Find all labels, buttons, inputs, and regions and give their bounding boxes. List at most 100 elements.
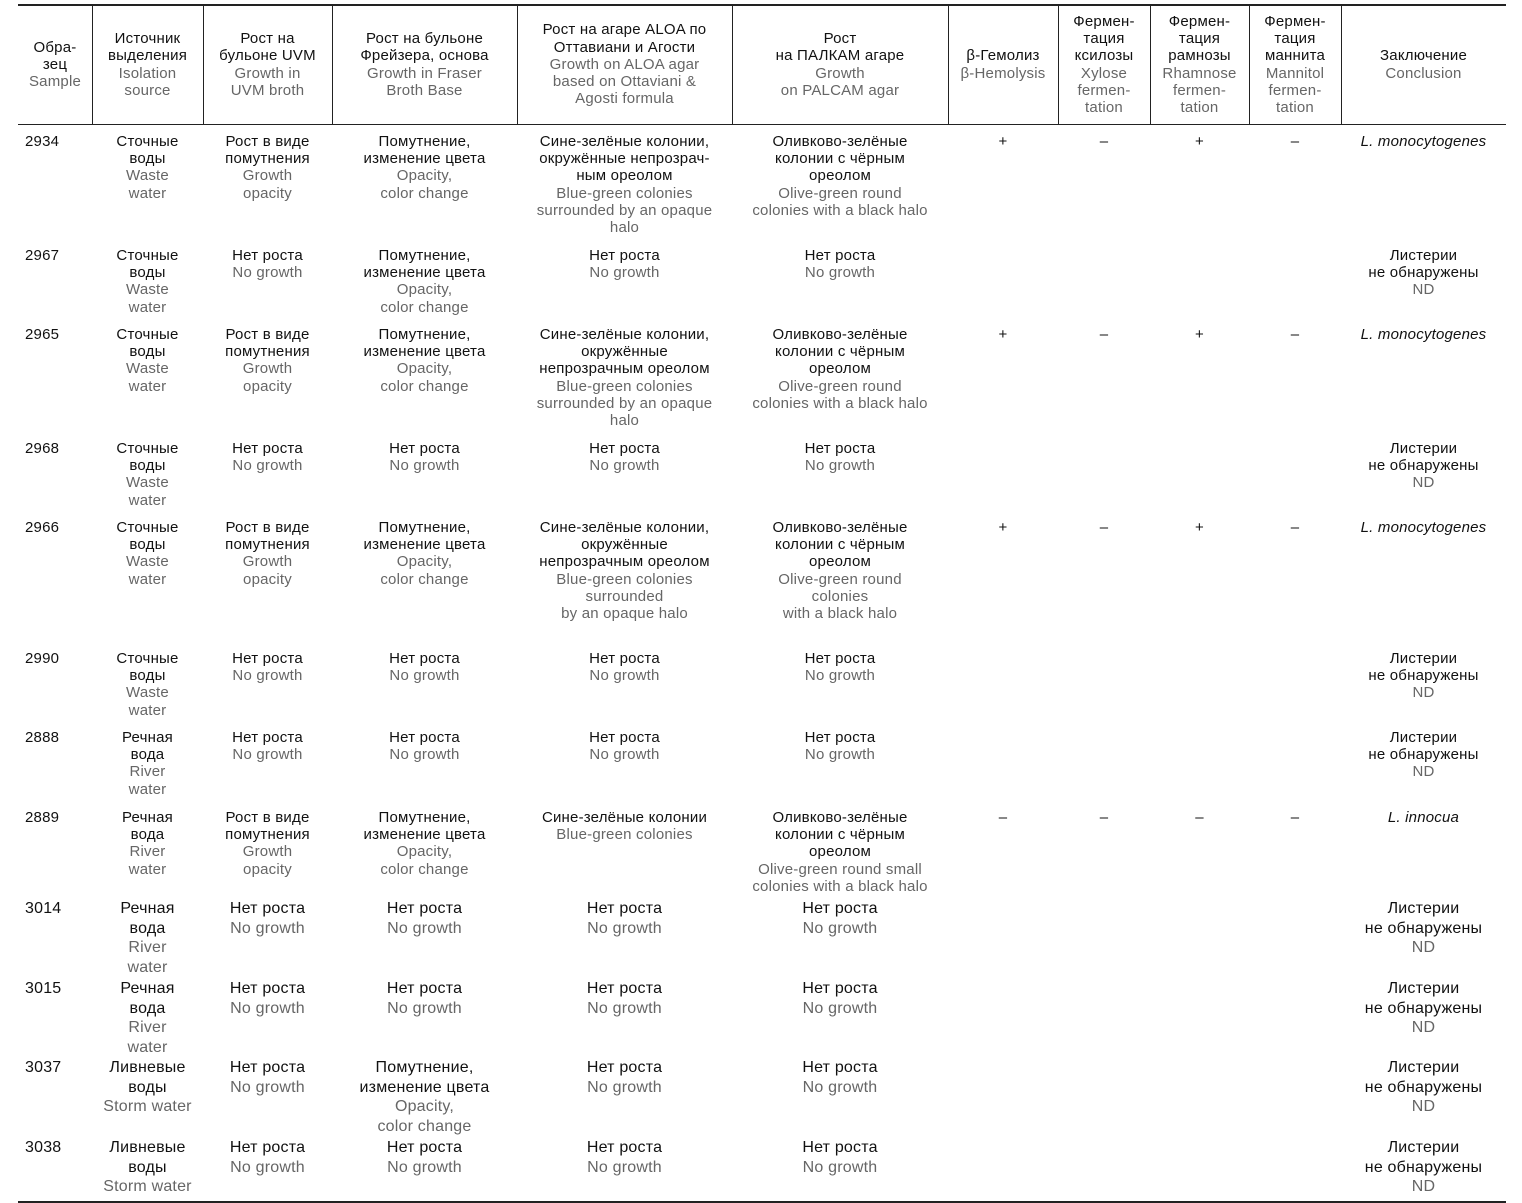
cell-xylose: – (1060, 519, 1148, 536)
cell-aloa-russian: Нет роста (589, 247, 660, 264)
cell-sample-russian: 3015 (25, 980, 62, 997)
cell-sample: 2990 (25, 650, 90, 667)
cell-fraser: Помутнение, изменение цвета Opacity, colo… (334, 519, 515, 588)
cell-fraser: Нет роста No growth (334, 899, 515, 938)
cell-conclusion: Листерии не обнаружены ND (1343, 440, 1504, 492)
cell-sample: 2934 (25, 133, 90, 150)
cell-conclusion: Листерии не обнаружены ND (1343, 1058, 1504, 1117)
cell-source-english: River water (128, 843, 167, 878)
cell-xylose: – (1060, 326, 1148, 343)
cell-palcam: Нет роста No growth (734, 440, 946, 474)
cell-fraser-english: Opacity, color change (380, 553, 469, 588)
cell-aloa-english: No growth (589, 264, 660, 282)
cell-mannitol-russian: – (1290, 809, 1300, 826)
cell-conclusion: L. monocytogenes (1343, 133, 1504, 150)
cell-source-russian: Речная вода (122, 729, 173, 764)
cell-source-russian: Речная вода (120, 980, 175, 1017)
cell-mannitol-russian: – (1290, 326, 1300, 343)
header-sample-english: Sample (28, 73, 82, 91)
cell-palcam-english: No growth (804, 667, 876, 685)
cell-uvm-russian: Нет роста (232, 440, 303, 457)
cell-xylose: – (1060, 133, 1148, 150)
cell-sample: 2889 (25, 809, 90, 826)
cell-source-russian: Сточные воды (116, 440, 179, 475)
cell-sample-russian: 2968 (25, 440, 60, 457)
cell-fraser: Помутнение, изменение цвета Opacity, colo… (334, 809, 515, 878)
cell-fraser-english: Opacity, color change (380, 167, 469, 202)
cell-aloa-russian: Сине-зелёные колонии (541, 809, 708, 826)
cell-sample: 3037 (25, 1058, 90, 1078)
cell-palcam-english: No growth (804, 746, 876, 764)
cell-rhamnose: + (1152, 326, 1247, 343)
cell-palcam: Нет роста No growth (734, 247, 946, 281)
header-conclusion-russian: Заключение (1380, 47, 1467, 65)
cell-palcam-english: No growth (802, 919, 878, 937)
cell-uvm: Нет роста No growth (205, 1138, 330, 1177)
cell-conclusion: L. innocua (1343, 809, 1504, 826)
cell-uvm-russian: Нет роста (229, 1059, 306, 1076)
cell-fraser-russian: Нет роста (386, 900, 463, 917)
cell-uvm-russian: Рост в виде помутнения (225, 133, 310, 168)
cell-fraser: Помутнение, изменение цвета Opacity, colo… (334, 1058, 515, 1136)
header-source-english: Isolation source (118, 64, 177, 99)
cell-conclusion-english: ND (1411, 939, 1436, 956)
header-rhamnose: Фермен- тация рамнозы Rhamnose fermen- ta… (1152, 5, 1247, 124)
cell-palcam-english: No growth (804, 457, 876, 475)
header-divider (948, 5, 949, 124)
cell-sample: 2888 (25, 729, 90, 746)
cell-conclusion: Листерии не обнаружены ND (1343, 729, 1504, 781)
cell-source-english: Storm water (103, 1098, 192, 1115)
cell-aloa-russian: Нет роста (586, 1059, 663, 1076)
cell-palcam-english: No growth (802, 999, 878, 1017)
cell-hemolysis: + (950, 133, 1056, 150)
cell-palcam-russian: Нет роста (804, 440, 876, 457)
cell-sample-russian: 2888 (25, 729, 60, 746)
cell-sample: 2968 (25, 440, 90, 457)
cell-uvm-english: No growth (232, 457, 303, 475)
cell-fraser-english: No growth (387, 1158, 462, 1176)
cell-conclusion: Листерии не обнаружены ND (1343, 247, 1504, 299)
cell-uvm-english: Growth opacity (242, 360, 293, 395)
cell-source-english: Waste water (126, 553, 169, 588)
cell-fraser-english: No growth (389, 667, 460, 685)
header-mannitol-english: Mannitol fermen- tation (1265, 64, 1325, 116)
header-fraser: Рост на бульоне Фрейзера, основа Growth i… (334, 5, 515, 124)
cell-fraser-russian: Помутнение, изменение цвета (363, 519, 486, 554)
cell-rhamnose: + (1152, 519, 1247, 536)
cell-palcam-russian: Нет роста (804, 729, 876, 746)
cell-source-russian: Сточные воды (116, 519, 179, 554)
cell-uvm: Нет роста No growth (205, 247, 330, 281)
header-aloa-english: Growth on ALOA agar based on Ottaviani &… (549, 55, 700, 108)
cell-conclusion: Листерии не обнаружены ND (1343, 899, 1504, 958)
cell-fraser-russian: Нет роста (386, 1139, 463, 1156)
cell-aloa-english: No growth (589, 667, 660, 685)
cell-conclusion-russian: Листерии не обнаружены (1368, 729, 1479, 764)
cell-sample-russian: 2889 (25, 809, 60, 826)
header-aloa: Рост на агаре ALOA по Оттавиани и Агости… (519, 5, 730, 124)
header-divider (92, 5, 93, 124)
cell-uvm-english: Growth opacity (242, 843, 293, 878)
cell-aloa-russian: Нет роста (586, 900, 663, 917)
cell-mannitol: – (1251, 809, 1339, 826)
cell-source: Сточные воды Waste water (94, 247, 201, 316)
cell-palcam-english: Olive-green round colonies with a black … (752, 184, 928, 219)
cell-source-english: Waste water (126, 360, 169, 395)
header-mannitol: Фермен- тация маннита Mannitol fermen- ta… (1251, 5, 1339, 124)
cell-fraser: Помутнение, изменение цвета Opacity, colo… (334, 326, 515, 395)
header-divider (1058, 5, 1059, 124)
cell-conclusion-english: ND (1411, 1178, 1436, 1195)
cell-aloa-english: No growth (589, 457, 660, 475)
header-palcam-english: Growth on PALCAM agar (780, 64, 900, 99)
cell-fraser-russian: Нет роста (386, 980, 463, 997)
cell-uvm-english: No growth (230, 919, 305, 937)
cell-palcam-russian: Нет роста (802, 980, 878, 997)
cell-aloa: Сине-зелёные колонии, окружённые непрозр… (519, 519, 730, 622)
cell-xylose-russian: – (1099, 809, 1109, 826)
cell-fraser: Нет роста No growth (334, 650, 515, 684)
cell-source: Сточные воды Waste water (94, 440, 201, 509)
header-divider (1341, 5, 1342, 124)
cell-aloa-english: No growth (587, 1158, 662, 1176)
cell-uvm: Рост в виде помутнения Growth opacity (205, 809, 330, 878)
cell-conclusion-russian: L. monocytogenes (1360, 326, 1487, 343)
header-divider (517, 5, 518, 124)
